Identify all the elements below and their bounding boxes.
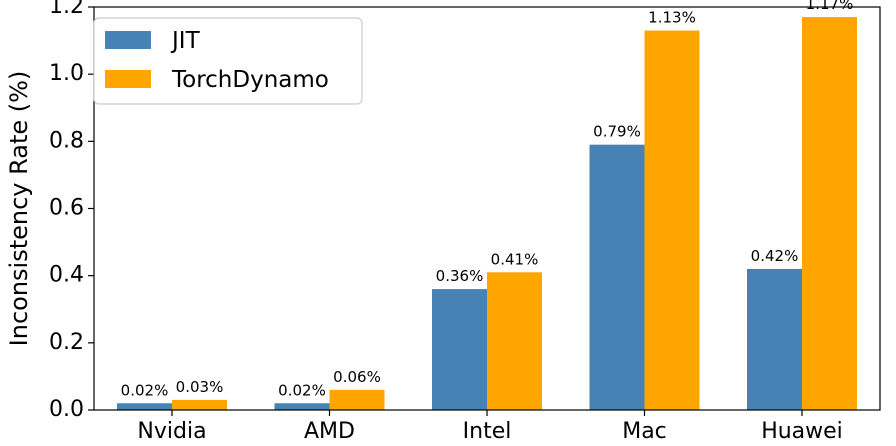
bar-jit-mac: [589, 144, 645, 411]
y-tick-label: 0.0: [49, 397, 84, 422]
bar-torchdynamo-nvidia: [172, 399, 227, 410]
bar-jit-amd: [274, 403, 330, 410]
data-label-jit-amd: 0.02%: [278, 381, 326, 399]
y-tick-label: 0.6: [49, 196, 84, 221]
legend-swatch-torchdynamo: [105, 70, 151, 88]
data-label-torchdynamo-amd: 0.06%: [333, 368, 381, 386]
data-label-jit-huawei: 0.42%: [751, 247, 799, 265]
y-tick-label: 0.4: [49, 263, 84, 288]
y-tick-label: 1.2: [49, 0, 84, 19]
x-tick-label-intel: Intel: [463, 419, 512, 444]
bars-layer: [117, 17, 857, 411]
bar-torchdynamo-mac: [644, 30, 700, 411]
data-label-torchdynamo-mac: 1.13%: [648, 9, 696, 27]
data-labels-layer: 0.02% 0.02% 0.36% 0.79% 0.42% 0.03% 0.06% 0.41%…: [121, 0, 854, 399]
bar-torchdynamo-huawei: [802, 17, 857, 410]
y-tick-label: 1.0: [49, 61, 84, 86]
legend-box: [93, 17, 363, 105]
x-tick-label-huawei: Huawei: [761, 419, 843, 444]
legend: JIT TorchDynamo: [93, 17, 363, 105]
x-tick-label-amd: AMD: [304, 419, 355, 444]
bar-jit-intel: [432, 289, 487, 410]
legend-swatch-jit: [105, 31, 151, 49]
y-axis-title: Inconsistency Rate (%): [5, 71, 33, 347]
bar-torchdynamo-intel: [487, 272, 542, 410]
x-tick-label-nvidia: Nvidia: [137, 419, 206, 444]
data-label-jit-nvidia: 0.02%: [121, 381, 169, 399]
data-label-jit-mac: 0.79%: [593, 123, 641, 141]
legend-label-torchdynamo: TorchDynamo: [171, 67, 329, 93]
legend-label-jit: JIT: [170, 28, 201, 54]
x-tick-label-mac: Mac: [622, 419, 667, 444]
bar-jit-huawei: [747, 268, 802, 410]
bar-torchdynamo-amd: [329, 389, 385, 410]
data-label-jit-intel: 0.36%: [436, 267, 484, 285]
x-axis: Nvidia AMD Intel Mac Huawei: [137, 410, 843, 444]
y-axis: 0.0 0.2 0.4 0.6 0.8 1.0 1.2: [49, 0, 94, 422]
data-label-torchdynamo-nvidia: 0.03%: [176, 378, 224, 396]
data-label-torchdynamo-intel: 0.41%: [491, 250, 539, 268]
y-tick-label: 0.8: [49, 128, 84, 153]
bar-jit-nvidia: [117, 403, 172, 410]
y-tick-label: 0.2: [49, 330, 84, 355]
